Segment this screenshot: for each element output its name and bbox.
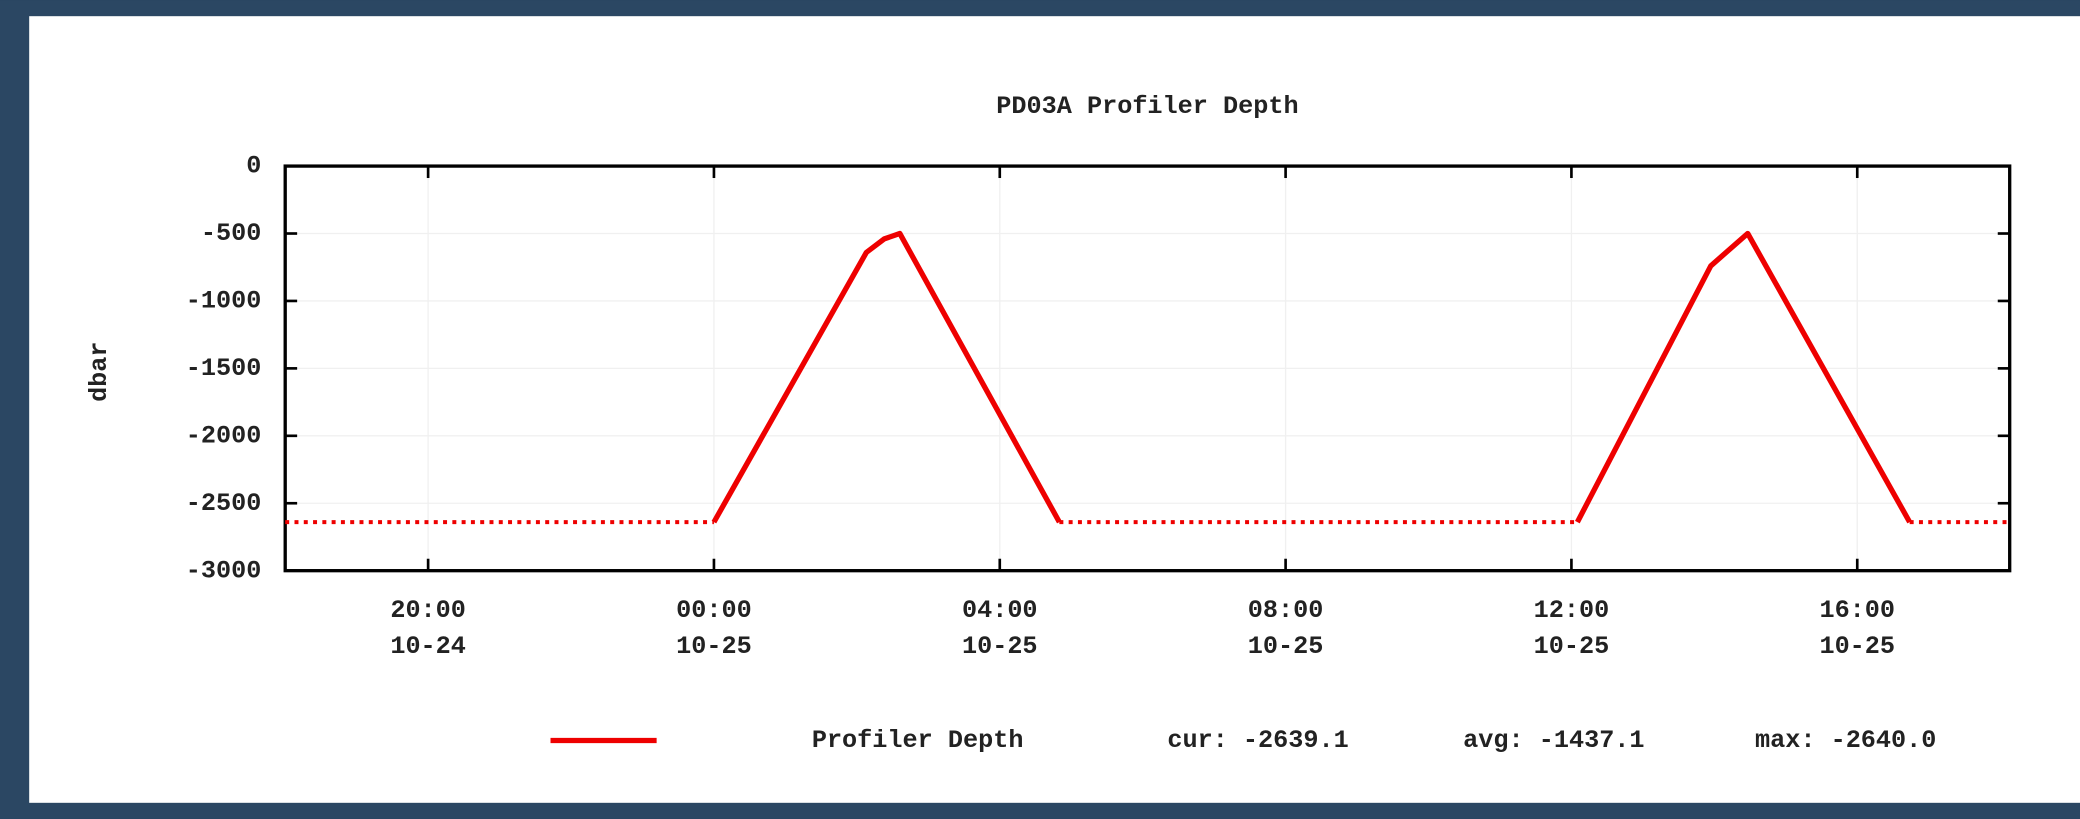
y-tick-label: -1000 [186,287,262,316]
y-tick-label: -1500 [186,354,262,383]
x-tick-label: 08:00 [1248,596,1324,625]
legend-label: Profiler Depth [812,726,1024,755]
x-tick-label: 16:00 [1819,596,1895,625]
y-tick-label: -2500 [186,489,262,518]
legend-stat: avg: -1437.1 [1463,726,1644,755]
x-tick-label: 12:00 [1534,596,1610,625]
x-tick-label: 10-25 [962,632,1038,661]
x-tick-label: 10-25 [1248,632,1324,661]
data-line [711,230,1912,524]
x-tick-label: 10-25 [676,632,752,661]
y-axis-label: dbar [85,341,114,401]
plot-frame [283,164,2012,573]
y-tick-label: -500 [201,219,261,248]
x-tick-label: 10-24 [390,632,466,661]
legend-stat: max: -2640.0 [1755,726,1936,755]
x-tick-label: 04:00 [962,596,1038,625]
y-tick-label: -3000 [186,556,262,585]
x-tick-label: 10-25 [1819,632,1895,661]
x-tick-label: 20:00 [390,596,466,625]
legend-stat: cur: -2639.1 [1167,726,1348,755]
y-tick-label: 0 [246,152,261,181]
x-tick-label: 00:00 [676,596,752,625]
chart-title: PD03A Profiler Depth [996,92,1298,121]
x-tick-label: 10-25 [1534,632,1610,661]
y-tick-label: -2000 [186,421,262,450]
panel [29,16,2080,803]
